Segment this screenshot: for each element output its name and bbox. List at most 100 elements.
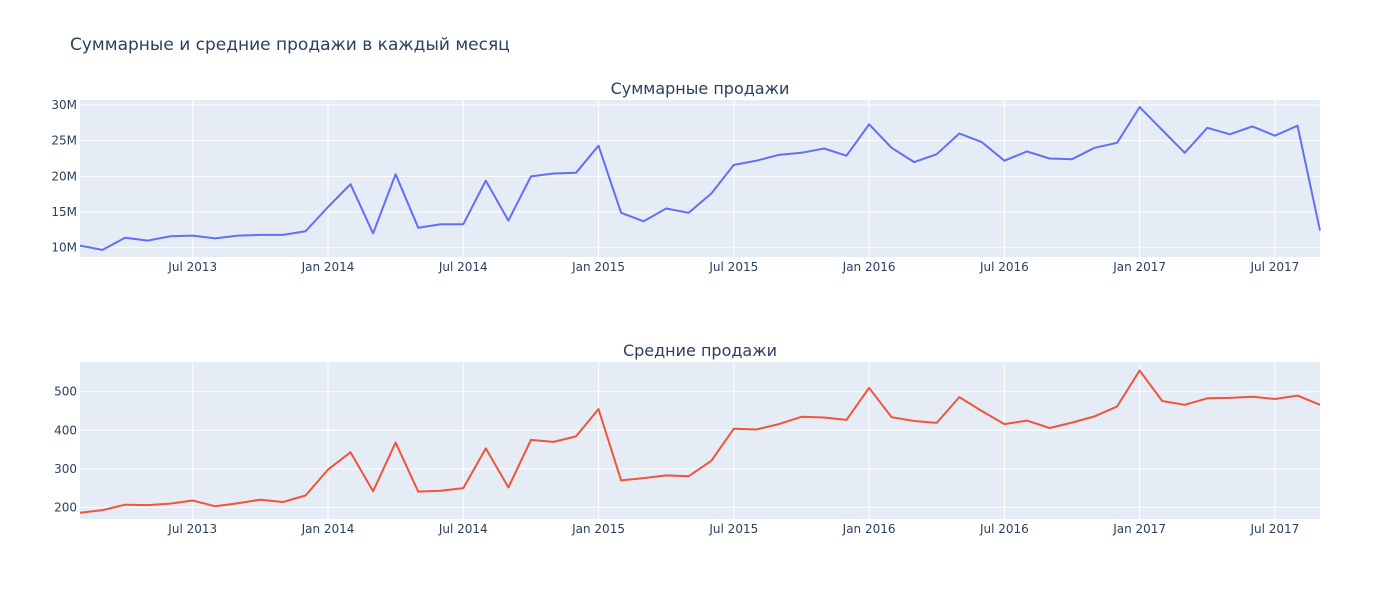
data-point[interactable] <box>844 153 850 159</box>
data-point[interactable] <box>212 503 218 509</box>
data-point[interactable] <box>438 221 444 227</box>
data-point[interactable] <box>1249 394 1255 400</box>
data-point[interactable] <box>212 235 218 241</box>
data-point[interactable] <box>325 467 331 473</box>
data-point[interactable] <box>979 139 985 145</box>
data-point[interactable] <box>550 439 556 445</box>
data-point[interactable] <box>1001 421 1007 427</box>
data-point[interactable] <box>528 437 534 443</box>
data-point[interactable] <box>483 445 489 451</box>
data-point[interactable] <box>100 247 106 253</box>
data-point[interactable] <box>708 190 714 196</box>
data-point[interactable] <box>235 233 241 239</box>
data-point[interactable] <box>348 181 354 187</box>
data-point[interactable] <box>618 210 624 216</box>
data-point[interactable] <box>618 477 624 483</box>
data-point[interactable] <box>1069 420 1075 426</box>
data-point[interactable] <box>1317 402 1323 408</box>
data-point[interactable] <box>325 204 331 210</box>
data-point[interactable] <box>686 210 692 216</box>
data-point[interactable] <box>934 151 940 157</box>
data-point[interactable] <box>167 501 173 507</box>
data-point[interactable] <box>731 162 737 168</box>
data-point[interactable] <box>100 507 106 513</box>
data-point[interactable] <box>821 415 827 421</box>
data-point[interactable] <box>460 221 466 227</box>
data-point[interactable] <box>596 143 602 149</box>
data-point[interactable] <box>844 417 850 423</box>
data-point[interactable] <box>145 502 151 508</box>
data-point[interactable] <box>753 427 759 433</box>
data-point[interactable] <box>1069 156 1075 162</box>
data-point[interactable] <box>1317 228 1323 234</box>
data-point[interactable] <box>122 235 128 241</box>
data-point[interactable] <box>348 449 354 455</box>
data-point[interactable] <box>889 145 895 151</box>
data-point[interactable] <box>1092 413 1098 419</box>
data-point[interactable] <box>979 408 985 414</box>
data-point[interactable] <box>573 170 579 176</box>
data-point[interactable] <box>1046 425 1052 431</box>
data-point[interactable] <box>956 394 962 400</box>
data-point[interactable] <box>641 218 647 224</box>
data-point[interactable] <box>708 458 714 464</box>
data-point[interactable] <box>257 232 263 238</box>
data-point[interactable] <box>505 218 511 224</box>
data-point[interactable] <box>1272 396 1278 402</box>
data-point[interactable] <box>528 173 534 179</box>
data-point[interactable] <box>122 502 128 508</box>
data-point[interactable] <box>1001 158 1007 164</box>
data-point[interactable] <box>145 238 151 244</box>
data-point[interactable] <box>370 230 376 236</box>
data-point[interactable] <box>1159 398 1165 404</box>
data-point[interactable] <box>641 475 647 481</box>
data-point[interactable] <box>573 433 579 439</box>
data-point[interactable] <box>483 178 489 184</box>
data-point[interactable] <box>798 414 804 420</box>
data-point[interactable] <box>280 232 286 238</box>
data-point[interactable] <box>776 421 782 427</box>
data-point[interactable] <box>1204 395 1210 401</box>
data-point[interactable] <box>821 146 827 152</box>
data-point[interactable] <box>167 233 173 239</box>
data-point[interactable] <box>866 121 872 127</box>
data-point[interactable] <box>956 131 962 137</box>
data-point[interactable] <box>596 406 602 412</box>
data-point[interactable] <box>77 243 83 249</box>
data-point[interactable] <box>1204 125 1210 131</box>
data-point[interactable] <box>1182 402 1188 408</box>
data-point[interactable] <box>302 492 308 498</box>
data-point[interactable] <box>1114 403 1120 409</box>
data-point[interactable] <box>1294 123 1300 129</box>
data-point[interactable] <box>460 485 466 491</box>
data-point[interactable] <box>438 488 444 494</box>
data-point[interactable] <box>776 152 782 158</box>
data-point[interactable] <box>370 488 376 494</box>
data-point[interactable] <box>1137 104 1143 110</box>
data-point[interactable] <box>280 499 286 505</box>
data-point[interactable] <box>934 420 940 426</box>
data-point[interactable] <box>1249 123 1255 129</box>
data-point[interactable] <box>235 500 241 506</box>
data-point[interactable] <box>1227 395 1233 401</box>
data-point[interactable] <box>663 472 669 478</box>
data-point[interactable] <box>1272 133 1278 139</box>
data-point[interactable] <box>257 497 263 503</box>
data-point[interactable] <box>798 150 804 156</box>
data-point[interactable] <box>866 385 872 391</box>
data-point[interactable] <box>1182 150 1188 156</box>
data-point[interactable] <box>911 159 917 165</box>
data-point[interactable] <box>1024 148 1030 154</box>
data-point[interactable] <box>190 497 196 503</box>
data-point[interactable] <box>1092 145 1098 151</box>
data-point[interactable] <box>911 418 917 424</box>
data-point[interactable] <box>393 440 399 446</box>
data-point[interactable] <box>1137 367 1143 373</box>
data-point[interactable] <box>415 489 421 495</box>
data-point[interactable] <box>1024 418 1030 424</box>
data-point[interactable] <box>190 233 196 239</box>
data-point[interactable] <box>686 473 692 479</box>
data-point[interactable] <box>550 171 556 177</box>
data-point[interactable] <box>1294 393 1300 399</box>
data-point[interactable] <box>1159 127 1165 133</box>
